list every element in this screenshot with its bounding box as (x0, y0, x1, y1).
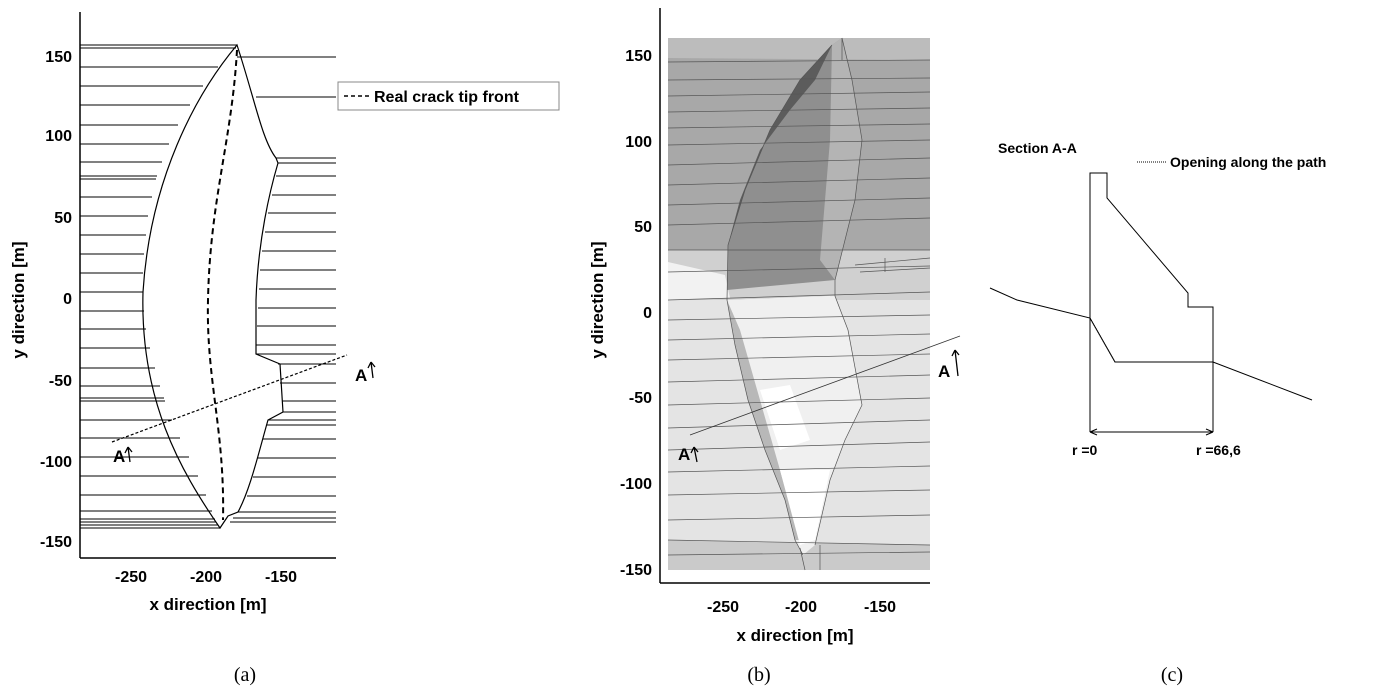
ytick-label-b-0: 150 (625, 48, 652, 65)
crack-outline-a (142, 43, 284, 530)
annotation-a-left-a: A (113, 447, 125, 466)
section-marker-right-a (367, 361, 376, 379)
section-title-c: Section A-A (998, 140, 1077, 156)
xtick-label-a-1: -200 (190, 569, 222, 586)
ytick-label-b-2: 50 (634, 219, 652, 236)
ytick-label-a-2: 50 (54, 210, 72, 227)
section-marker-left-b (690, 446, 699, 463)
ground-profile-c (989, 287, 1313, 401)
section-outline-c (1089, 172, 1214, 432)
panel-c: Section A-A Opening along the path r =0 … (989, 140, 1326, 686)
annotation-a-right-a: A (355, 366, 367, 385)
crack-front-series-a (206, 49, 238, 521)
xtick-label-b-0: -250 (707, 599, 739, 616)
x-axis-label-b: x direction [m] (736, 626, 853, 645)
xtick-label-b-1: -200 (785, 599, 817, 616)
caption-c: (c) (1161, 664, 1183, 686)
x-axis-label-a: x direction [m] (149, 595, 266, 614)
annotation-r0-c: r =0 (1072, 442, 1098, 458)
ytick-label-a-0: 150 (45, 49, 72, 66)
caption-a: (a) (234, 664, 256, 686)
ytick-label-b-4: -50 (629, 390, 652, 407)
ytick-label-b-6: -150 (620, 562, 652, 579)
y-axis-label-a: y direction [m] (9, 241, 28, 358)
legend-a: Real crack tip front (337, 81, 560, 111)
section-line-a (111, 354, 348, 443)
annotation-a-left-b: A (678, 445, 690, 464)
panel-b: A A 150 100 50 0 -50 -100 -150 -250 -200… (588, 8, 961, 686)
section-line-b (689, 335, 961, 436)
caption-b: (b) (747, 664, 770, 686)
ytick-label-a-6: -150 (40, 534, 72, 551)
annotation-r66-c: r =66,6 (1196, 442, 1241, 458)
xtick-label-a-0: -250 (115, 569, 147, 586)
annotation-a-right-b: A (938, 362, 950, 381)
legend-entry-c: Opening along the path (1170, 154, 1326, 170)
ytick-label-b-3: 0 (643, 305, 652, 322)
opening-series-c (1089, 317, 1213, 363)
dimension-arrow-c (1089, 428, 1214, 436)
section-marker-right-b (951, 349, 960, 377)
xtick-label-b-2: -150 (864, 599, 896, 616)
mesh-lines-a (80, 44, 336, 529)
y-axis-label-b: y direction [m] (588, 241, 607, 358)
legend-entry-a: Real crack tip front (374, 89, 520, 106)
xtick-label-a-2: -150 (265, 569, 297, 586)
mesh-lines-b (667, 37, 931, 571)
ytick-label-a-5: -100 (40, 454, 72, 471)
panel-a: A A 150 100 50 0 -50 -100 -150 -250 -200… (9, 12, 560, 686)
section-marker-left-a (124, 446, 133, 463)
ytick-label-a-4: -50 (49, 373, 72, 390)
ytick-label-a-1: 100 (45, 128, 72, 145)
ytick-label-b-5: -100 (620, 476, 652, 493)
ytick-label-b-1: 100 (625, 134, 652, 151)
ytick-label-a-3: 0 (63, 291, 72, 308)
